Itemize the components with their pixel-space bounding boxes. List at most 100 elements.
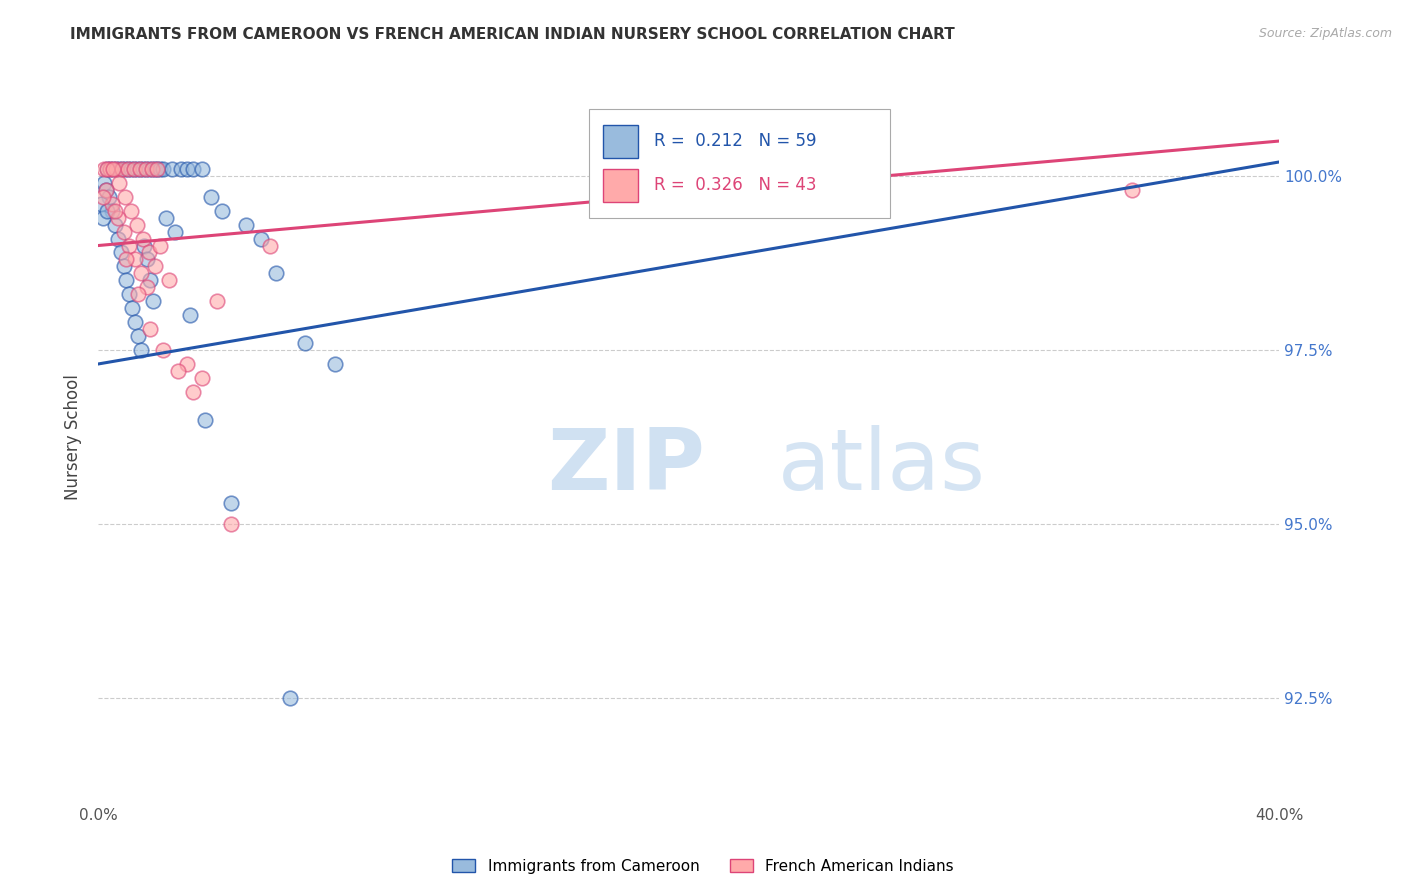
Point: [179, 308, 201, 322]
Point: [128, 161, 150, 176]
Point: [98, 161, 121, 176]
Point: [1121, 183, 1143, 197]
Point: [105, 161, 128, 176]
Point: [167, 364, 190, 378]
Point: [205, 294, 228, 309]
Point: [139, 322, 162, 336]
FancyBboxPatch shape: [589, 110, 890, 218]
Point: [141, 161, 163, 176]
Point: [120, 203, 142, 218]
Point: [139, 273, 162, 287]
Point: [117, 161, 139, 176]
Point: [221, 517, 243, 532]
Point: [98, 161, 121, 176]
Text: R =  0.212   N = 59: R = 0.212 N = 59: [654, 132, 815, 150]
Point: [136, 280, 159, 294]
Point: [120, 161, 142, 176]
Point: [103, 161, 125, 176]
Point: [135, 161, 157, 176]
Point: [278, 691, 302, 706]
Text: R =  0.326   N = 43: R = 0.326 N = 43: [654, 176, 815, 194]
Point: [235, 218, 257, 232]
Text: Source: ZipAtlas.com: Source: ZipAtlas.com: [1258, 27, 1392, 40]
Point: [118, 238, 141, 252]
Point: [96, 203, 118, 218]
Point: [96, 161, 118, 176]
Point: [90, 196, 112, 211]
Point: [91, 190, 114, 204]
Point: [157, 273, 180, 287]
Y-axis label: Nursery School: Nursery School: [65, 374, 83, 500]
Point: [259, 238, 281, 252]
Point: [138, 245, 160, 260]
Point: [93, 176, 115, 190]
Point: [221, 496, 243, 510]
Point: [132, 231, 155, 245]
Point: [129, 266, 152, 280]
Point: [114, 161, 136, 176]
Point: [103, 161, 125, 176]
Point: [162, 161, 183, 176]
Point: [152, 343, 174, 357]
Point: [323, 357, 346, 371]
Point: [93, 161, 115, 176]
Point: [108, 161, 131, 176]
Point: [136, 252, 159, 267]
Point: [294, 336, 316, 351]
Point: [155, 211, 177, 225]
Point: [122, 161, 145, 176]
Point: [143, 260, 166, 274]
Point: [152, 161, 174, 176]
Point: [100, 203, 122, 218]
Text: IMMIGRANTS FROM CAMEROON VS FRENCH AMERICAN INDIAN NURSERY SCHOOL CORRELATION CH: IMMIGRANTS FROM CAMEROON VS FRENCH AMERI…: [70, 27, 955, 42]
Point: [127, 287, 149, 301]
Text: ZIP: ZIP: [547, 425, 704, 508]
Point: [264, 266, 287, 280]
Point: [250, 231, 273, 245]
Point: [100, 196, 122, 211]
Point: [141, 161, 163, 176]
Point: [125, 161, 148, 176]
Point: [114, 190, 136, 204]
Point: [129, 343, 152, 357]
Legend: Immigrants from Cameroon, French American Indians: Immigrants from Cameroon, French America…: [446, 853, 960, 880]
Point: [97, 190, 120, 204]
Point: [138, 161, 160, 176]
Point: [134, 238, 156, 252]
Point: [124, 315, 146, 329]
Point: [96, 161, 118, 176]
Point: [181, 384, 204, 399]
Point: [200, 190, 222, 204]
Point: [149, 161, 172, 176]
Point: [107, 231, 129, 245]
Text: atlas: atlas: [778, 425, 986, 508]
Point: [91, 211, 114, 225]
Point: [132, 161, 155, 176]
Point: [122, 161, 145, 176]
Point: [115, 273, 138, 287]
Point: [176, 161, 198, 176]
Point: [94, 183, 117, 197]
Point: [112, 260, 135, 274]
Point: [146, 161, 169, 176]
Bar: [603, 169, 638, 202]
Point: [127, 329, 149, 343]
Point: [191, 161, 214, 176]
Point: [104, 203, 127, 218]
Point: [128, 161, 150, 176]
Point: [121, 301, 143, 316]
Point: [135, 161, 157, 176]
Point: [124, 252, 146, 267]
Bar: [603, 125, 638, 158]
Point: [191, 371, 214, 385]
Point: [181, 161, 204, 176]
Point: [111, 161, 134, 176]
Point: [194, 412, 217, 426]
Point: [125, 218, 148, 232]
Point: [112, 225, 135, 239]
Point: [142, 294, 165, 309]
Point: [211, 203, 233, 218]
Point: [104, 218, 127, 232]
Point: [176, 357, 198, 371]
Point: [115, 252, 138, 267]
